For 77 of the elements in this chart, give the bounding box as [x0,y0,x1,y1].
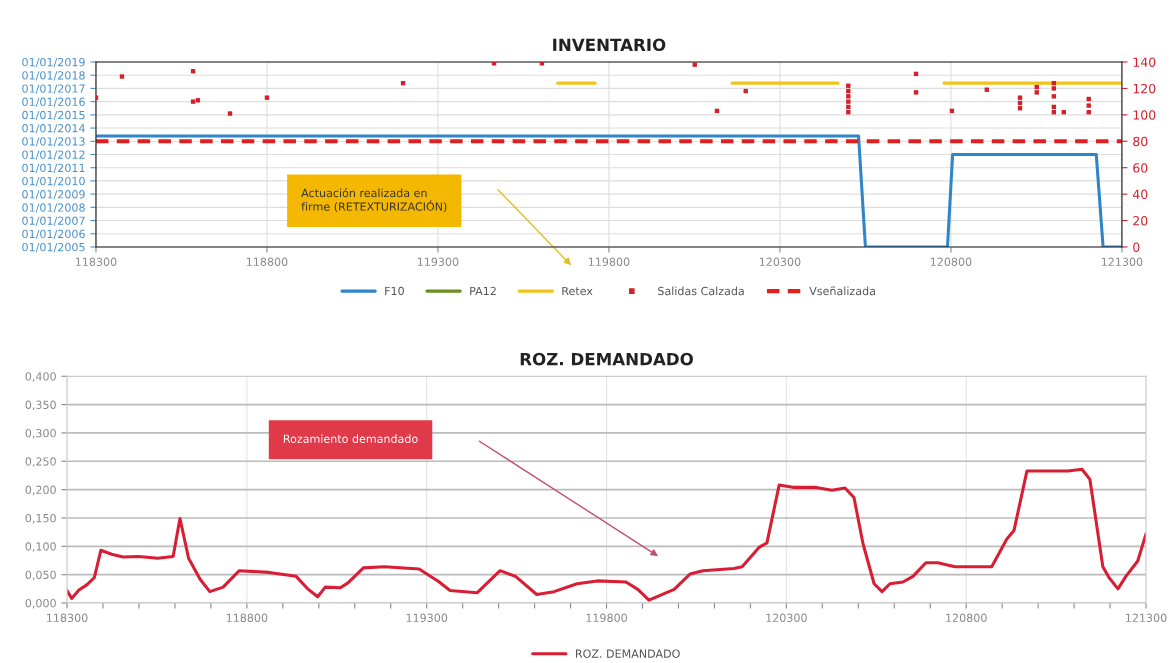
annotation: Rozamiento demandado [283,434,418,443]
y-tick-label: 01/01/2015 [22,110,85,121]
y-tick-label: 01/01/2005 [22,242,85,253]
x-tick-label: 121300 [1126,613,1167,623]
x-tick-label: 119800 [588,257,630,266]
y-tick-label: 01/01/2006 [22,229,85,240]
y-tick-label: 01/01/2018 [22,71,85,81]
point [539,61,545,66]
y2-tick-label: 0 [1133,242,1140,252]
y2-tick-label: 40 [1132,189,1148,200]
y-tick-label: 01/01/2012 [22,150,85,160]
point [264,95,270,100]
y-tick-label: 01/01/2019 [22,57,85,68]
point [846,104,851,110]
x-tick-label: 118800 [226,613,268,623]
y-tick-label: 0,100 [25,542,56,552]
point [119,74,125,79]
x-tick-label: 120300 [759,257,801,266]
x-tick-label: 119800 [586,613,627,623]
y-tick-label: 01/01/2017 [22,84,85,94]
point [195,98,201,103]
point [846,83,851,88]
legend-label: Retex [562,286,593,296]
legend-label: Salidas Calzada [658,286,744,296]
legend-label: F10 [385,286,404,296]
y-tick-label: 0,150 [25,513,56,524]
x-tick-label: 118300 [47,613,88,623]
point [1051,86,1057,91]
point [227,111,233,116]
y-tick-label: 0,050 [25,570,56,581]
y2-tick-label: 60 [1133,163,1148,173]
y-tick-label: 0,200 [25,485,56,496]
y-tick-label: 0,000 [25,598,56,609]
y-tick-label: 0,250 [25,457,56,467]
y-tick-label: 01/01/2011 [22,163,85,173]
point [1034,90,1039,95]
y-tick-label: 01/01/2007 [22,216,85,226]
y2-tick-label: 100 [1133,110,1156,120]
y2-tick-label: 80 [1133,136,1148,147]
legend-label: Vseñalizada [809,286,875,296]
y2-tick-label: 140 [1133,57,1156,67]
point [1086,103,1091,108]
point [846,99,851,104]
y2-tick-label: 120 [1133,83,1156,94]
point [846,94,851,99]
y2-tick-label: 20 [1133,216,1148,226]
y-tick-label: 01/01/2010 [22,176,85,187]
y-tick-label: 01/01/2016 [22,97,85,107]
point [1051,94,1057,99]
legend-label: ROZ. DEMANDADO [575,649,680,658]
chart-title: ROZ. DEMANDADO [520,352,693,366]
y-tick-label: 01/01/2014 [22,124,85,134]
y-tick-label: 01/01/2008 [22,203,85,213]
point [913,90,919,95]
y-tick-label: 0,300 [25,428,56,439]
point [1017,95,1023,100]
point [190,99,196,104]
x-tick-label: 121300 [1101,257,1143,266]
y-tick-label: 0,400 [25,372,56,382]
point [692,62,697,67]
y-tick-label: 0,350 [25,400,56,411]
x-tick-label: 120300 [766,613,807,623]
point [846,110,851,115]
point [846,88,851,94]
x-tick-label: 118800 [246,257,288,266]
x-tick-label: 120800 [946,613,987,623]
annotation: Actuación realizada en firme (RETEXTURIZACIÓN) [301,188,447,213]
x-tick-label: 119300 [406,613,448,623]
x-tick-label: 118300 [75,257,117,266]
x-tick-label: 120800 [930,257,972,266]
legend-label: PA12 [470,286,496,296]
y-tick-label: 01/01/2009 [22,190,85,200]
chart-title: INVENTARIO [553,38,666,52]
point [491,61,497,66]
point [95,95,99,100]
y-tick-label: 01/01/2013 [22,137,85,147]
x-tick-label: 119300 [417,257,459,266]
